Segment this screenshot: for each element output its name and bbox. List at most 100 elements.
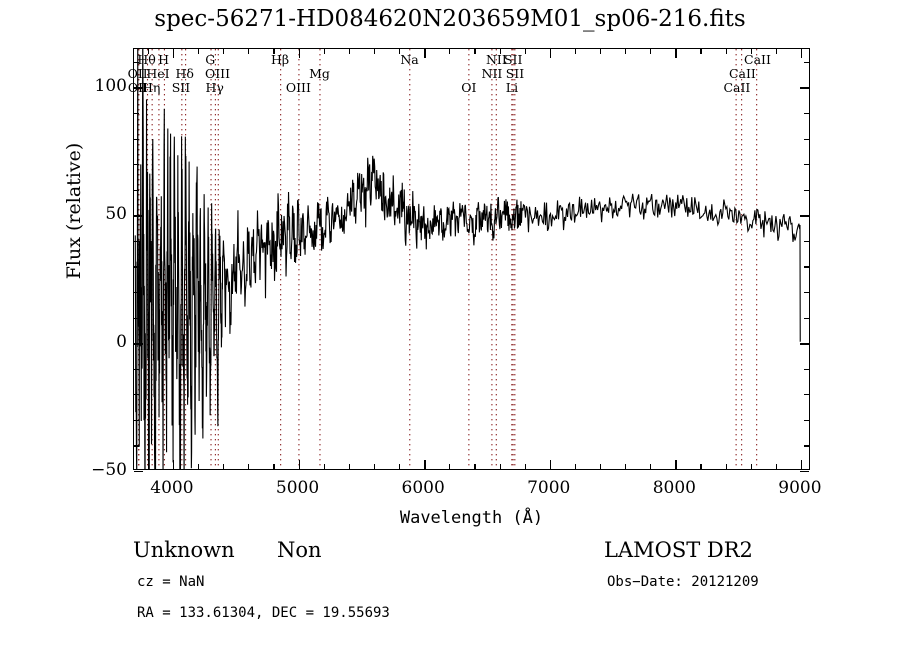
line-label-Mg-5175: Mg	[309, 66, 330, 81]
x-tick-label-8000: 8000	[652, 478, 696, 498]
line-label-OI-6364: OI	[461, 80, 477, 95]
x-tick-top-5600	[373, 49, 376, 54]
y-tick-right-90	[804, 112, 809, 115]
line-label-OII-3727: OII	[127, 66, 148, 81]
x-tick-8000	[675, 460, 677, 469]
x-tick-7600	[625, 464, 627, 469]
y-tick-110	[134, 61, 139, 63]
y-tick--50	[134, 471, 143, 473]
y-tick-40	[134, 240, 139, 242]
y-tick-right--40	[804, 445, 809, 447]
x-tick-5800	[399, 464, 401, 469]
line-label-OIII-5007: OIII	[285, 80, 311, 95]
y-tick-80	[134, 138, 139, 140]
y-tick-right--50	[800, 471, 809, 473]
x-tick-top-7600	[625, 49, 627, 54]
x-tick-top-6800	[524, 49, 526, 54]
x-tick-6600	[499, 464, 501, 469]
line-label-Li-6707: Li	[505, 80, 519, 95]
y-tick-right-70	[804, 164, 809, 166]
y-tick-right--20	[804, 394, 809, 396]
x-tick-top-4000	[172, 49, 175, 58]
line-label-SII-6717: SII	[503, 52, 523, 67]
y-tick-right-50	[800, 215, 809, 217]
x-tick-top-7400	[599, 49, 602, 54]
y-tick-right-0	[800, 343, 809, 345]
x-tick-4400	[223, 464, 225, 469]
y-tick--20	[134, 394, 139, 396]
x-tick-label-9000: 9000	[778, 478, 822, 498]
x-tick-9000	[800, 460, 803, 469]
x-tick-7200	[574, 464, 577, 469]
x-tick-4200	[198, 464, 200, 469]
y-tick-right-20	[804, 291, 809, 294]
x-tick-5400	[348, 464, 350, 469]
plot-clip-region	[134, 49, 809, 469]
y-tick-90	[134, 112, 139, 115]
page-title: spec-56271-HD084620N203659M01_sp06-216.f…	[154, 6, 746, 32]
x-tick-6800	[524, 464, 526, 469]
x-tick-6000	[424, 460, 426, 469]
line-label-SII-6731: SII	[505, 66, 525, 81]
line-label-HeI-3889: HeI	[146, 66, 170, 81]
cz-value: cz = NaN	[137, 574, 205, 590]
y-tick-right-30	[804, 266, 809, 268]
obs-date-value: Obs−Date: 20121209	[607, 574, 759, 590]
object-subclass-label: Non	[277, 538, 322, 562]
line-label-G-4305: G	[205, 52, 216, 67]
y-tick--10	[134, 368, 139, 370]
x-tick-top-8000	[675, 49, 677, 58]
y-tick-20	[134, 291, 139, 294]
x-tick-6400	[474, 464, 476, 469]
y-tick-70	[134, 164, 139, 166]
x-tick-top-5800	[399, 49, 401, 54]
x-tick-5600	[373, 464, 376, 469]
plot-frame	[133, 48, 810, 473]
x-tick-top-8200	[700, 49, 702, 54]
x-tick-8400	[725, 464, 727, 469]
x-tick-label-6000: 6000	[401, 478, 445, 498]
y-tick-right-60	[804, 189, 809, 191]
line-label-OII-3729: OII	[127, 80, 148, 95]
line-label-NII-6583: NII	[485, 52, 507, 67]
x-tick-top-5400	[348, 49, 350, 54]
y-axis-title: Flux (relative)	[63, 142, 85, 280]
y-tick-right-10	[804, 317, 809, 319]
y-tick-label-0: 0	[116, 332, 127, 353]
line-label-H-4102: Hδ	[175, 66, 194, 81]
x-tick-top-7200	[574, 49, 577, 54]
line-label-Na-5892: Na	[400, 52, 419, 67]
x-tick-6200	[449, 464, 451, 469]
x-tick-3800	[147, 464, 149, 469]
x-tick-7000	[549, 460, 552, 469]
line-label-OIII-4363: OIII	[204, 66, 231, 81]
x-tick-7800	[650, 464, 652, 469]
y-tick--30	[134, 419, 139, 422]
y-tick-right--10	[804, 368, 809, 370]
x-tick-top-7000	[549, 49, 552, 58]
y-tick-30	[134, 266, 139, 268]
x-tick-top-6200	[449, 49, 451, 54]
x-tick-8600	[750, 464, 752, 469]
line-label-CaII-8542: CaII	[728, 66, 756, 81]
y-tick-100	[134, 87, 143, 89]
spectrum-trace	[134, 49, 809, 469]
x-tick-top-4200	[198, 49, 200, 54]
x-tick-top-6600	[499, 49, 501, 54]
line-label-H-3798: Hθ	[137, 52, 156, 67]
x-tick-top-9000	[800, 49, 803, 58]
x-tick-top-7800	[650, 49, 652, 54]
x-tick-top-6400	[474, 49, 476, 54]
line-label-CaII-8662: CaII	[744, 52, 771, 67]
line-label-NII-6548: NII	[481, 66, 503, 81]
x-axis-title: Wavelength (Å)	[399, 508, 544, 528]
x-tick-8800	[775, 464, 778, 469]
line-label-SII-4072: SII	[171, 80, 191, 95]
x-tick-top-8400	[725, 49, 727, 54]
coordinates-value: RA = 133.61304, DEC = 19.55693	[137, 605, 390, 621]
y-tick-60	[134, 189, 139, 191]
y-tick-right-80	[804, 138, 809, 140]
x-tick-4000	[172, 460, 175, 469]
y-tick-10	[134, 317, 139, 319]
